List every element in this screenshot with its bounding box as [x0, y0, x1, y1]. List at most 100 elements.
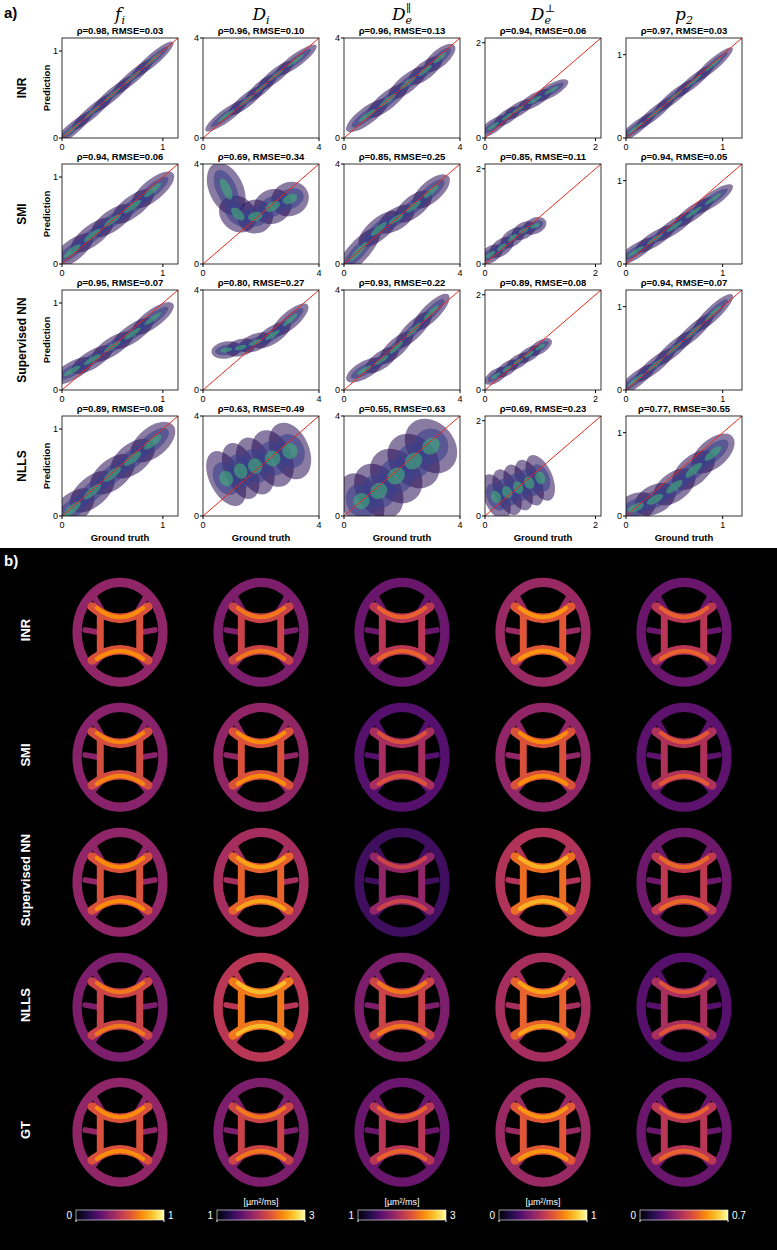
y-tick-label: 0	[53, 511, 58, 521]
column-header: De∥	[391, 2, 413, 27]
plot-title: ρ=0.93, RMSE=0.22	[359, 277, 446, 288]
x-tick-label: 4	[316, 268, 321, 278]
x-tick-label: 0	[482, 394, 487, 404]
brain-map	[500, 707, 586, 807]
x-tick	[319, 264, 320, 267]
plot-title: ρ=0.69, RMSE=0.34	[218, 151, 305, 162]
plot-bg	[485, 290, 601, 390]
map-branches	[226, 848, 296, 918]
y-tick-label: 4	[194, 33, 199, 43]
y-tick-label: 4	[194, 411, 199, 421]
map-callosum-core	[238, 983, 284, 1034]
identity-line	[626, 38, 742, 138]
brain-map	[77, 957, 163, 1057]
map-cortex-ring	[218, 832, 304, 932]
density-blob	[507, 233, 519, 243]
brain-map	[641, 582, 727, 682]
x-tick	[162, 516, 163, 519]
x-tick-label: 2	[593, 394, 598, 404]
brain-map	[77, 707, 163, 807]
brain-map	[359, 957, 445, 1057]
plot-title: ρ=0.96, RMSE=0.13	[359, 25, 446, 36]
plot-area	[62, 164, 178, 264]
map-cortex-ring	[500, 957, 586, 1057]
plot-frame	[485, 164, 601, 264]
density-blob	[491, 371, 502, 380]
plot-frame	[203, 38, 319, 138]
map-branches	[508, 1098, 578, 1168]
y-tick	[623, 138, 626, 139]
x-tick-label: 0	[623, 394, 628, 404]
x-tick-label: 2	[593, 268, 598, 278]
density-blob	[62, 242, 82, 259]
map-branches	[85, 973, 155, 1043]
map-callosum	[374, 857, 430, 910]
colorbar-tick-label: 1	[348, 1210, 354, 1221]
map-branches	[649, 848, 719, 918]
plot-area	[203, 38, 319, 138]
density-blob	[81, 482, 103, 502]
colorbar-tick	[728, 1220, 729, 1222]
plot-area	[485, 164, 601, 264]
plot-bg	[62, 164, 178, 264]
header-base: p	[675, 4, 686, 24]
identity-line	[344, 164, 460, 264]
column-header: Di	[251, 4, 269, 27]
x-tick	[722, 390, 723, 393]
x-tick-label: 4	[316, 142, 321, 152]
y-tick-label: 0	[617, 511, 622, 521]
colorbar-tick-label: 0	[66, 1210, 72, 1221]
map-callosum	[515, 982, 571, 1035]
colorbar-tick	[499, 1220, 500, 1222]
y-tick	[341, 416, 344, 417]
x-tick-label: 0	[482, 268, 487, 278]
y-tick	[59, 177, 62, 178]
density-blob	[217, 108, 236, 123]
map-callosum-core	[97, 1108, 143, 1159]
y-tick	[623, 306, 626, 307]
map-branches	[367, 848, 437, 918]
y-tick-label: 0	[53, 385, 58, 395]
map-branches	[649, 598, 719, 668]
plot-bg	[626, 38, 742, 138]
y-tick	[341, 38, 344, 39]
map-cortex-ring	[218, 1082, 304, 1182]
plot-title: ρ=0.85, RMSE=0.11	[500, 151, 587, 162]
x-tick	[162, 138, 163, 141]
density-blob	[525, 218, 545, 234]
map-cortex-ring	[500, 1082, 586, 1182]
row-label: Supervised NN	[15, 297, 29, 382]
plot-frame	[203, 416, 319, 516]
row-label: INR	[15, 77, 29, 98]
plot-title: ρ=0.94, RMSE=0.06	[500, 25, 587, 36]
y-axis-title: Prediction	[41, 317, 52, 364]
plot-area	[485, 290, 601, 390]
plot-title: ρ=0.94, RMSE=0.06	[77, 151, 164, 162]
map-callosum-core	[238, 1108, 284, 1159]
density-blob	[627, 372, 645, 387]
map-callosum-core	[379, 983, 425, 1034]
density-blob	[432, 51, 447, 65]
density-blob	[384, 464, 409, 488]
plot-area	[626, 416, 742, 516]
plot-area	[626, 164, 742, 264]
density-blob	[388, 340, 404, 356]
header-base: D	[530, 4, 545, 24]
plot-area	[203, 290, 319, 390]
map-callosum	[374, 607, 430, 660]
density-blob	[627, 121, 645, 136]
plot-area	[485, 38, 601, 138]
plot-bg	[62, 290, 178, 390]
map-callosum	[233, 607, 289, 660]
x-tick	[460, 138, 461, 141]
map-callosum-core	[238, 608, 284, 659]
x-tick	[595, 264, 596, 267]
y-tick	[200, 390, 203, 391]
density-blob	[102, 464, 124, 484]
colorbar-label: [µm²/ms]	[384, 1197, 419, 1207]
map-callosum-core	[520, 983, 566, 1034]
map-callosum	[92, 857, 148, 910]
x-tick	[460, 264, 461, 267]
map-cortex-ring	[359, 582, 445, 682]
density-blob	[419, 434, 444, 458]
